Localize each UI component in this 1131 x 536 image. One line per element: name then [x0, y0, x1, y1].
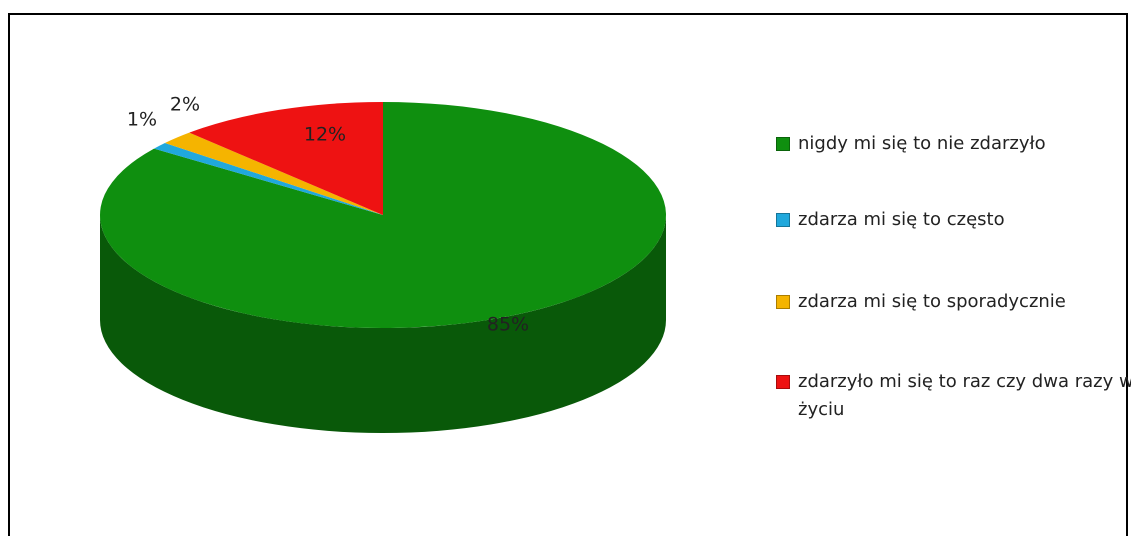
- legend-swatch: [776, 213, 790, 227]
- legend-swatch: [776, 375, 790, 389]
- pie-slice: [189, 102, 383, 215]
- pie-slice: [154, 142, 383, 215]
- pie-sides: [100, 215, 666, 433]
- legend-label: zdarza mi się to często: [798, 209, 1005, 230]
- legend-item: zdarza mi się to często: [776, 206, 1131, 234]
- legend-swatch: [776, 295, 790, 309]
- legend-swatch: [776, 137, 790, 151]
- data-label: 12%: [304, 124, 346, 146]
- data-label: 85%: [487, 314, 529, 336]
- data-labels: 85% 1% 2% 12%: [127, 94, 529, 336]
- pie-tops: [99, 102, 666, 328]
- legend-label: nigdy mi się to nie zdarzyło: [798, 133, 1046, 154]
- legend-label: zdarza mi się to sporadycznie: [798, 291, 1066, 312]
- data-label: 2%: [170, 94, 200, 116]
- frame: [8, 13, 1128, 536]
- pie-slice: [164, 132, 383, 215]
- data-label: 1%: [127, 109, 157, 131]
- legend-label: zdarzyło mi się to raz czy dwa razy w ży…: [798, 371, 1131, 420]
- pie-side: [100, 215, 666, 433]
- legend-item: zdarza mi się to sporadycznie: [776, 288, 1131, 316]
- legend-item: nigdy mi się to nie zdarzyło: [776, 130, 1131, 158]
- legend-item: zdarzyło mi się to raz czy dwa razy w ży…: [776, 368, 1131, 424]
